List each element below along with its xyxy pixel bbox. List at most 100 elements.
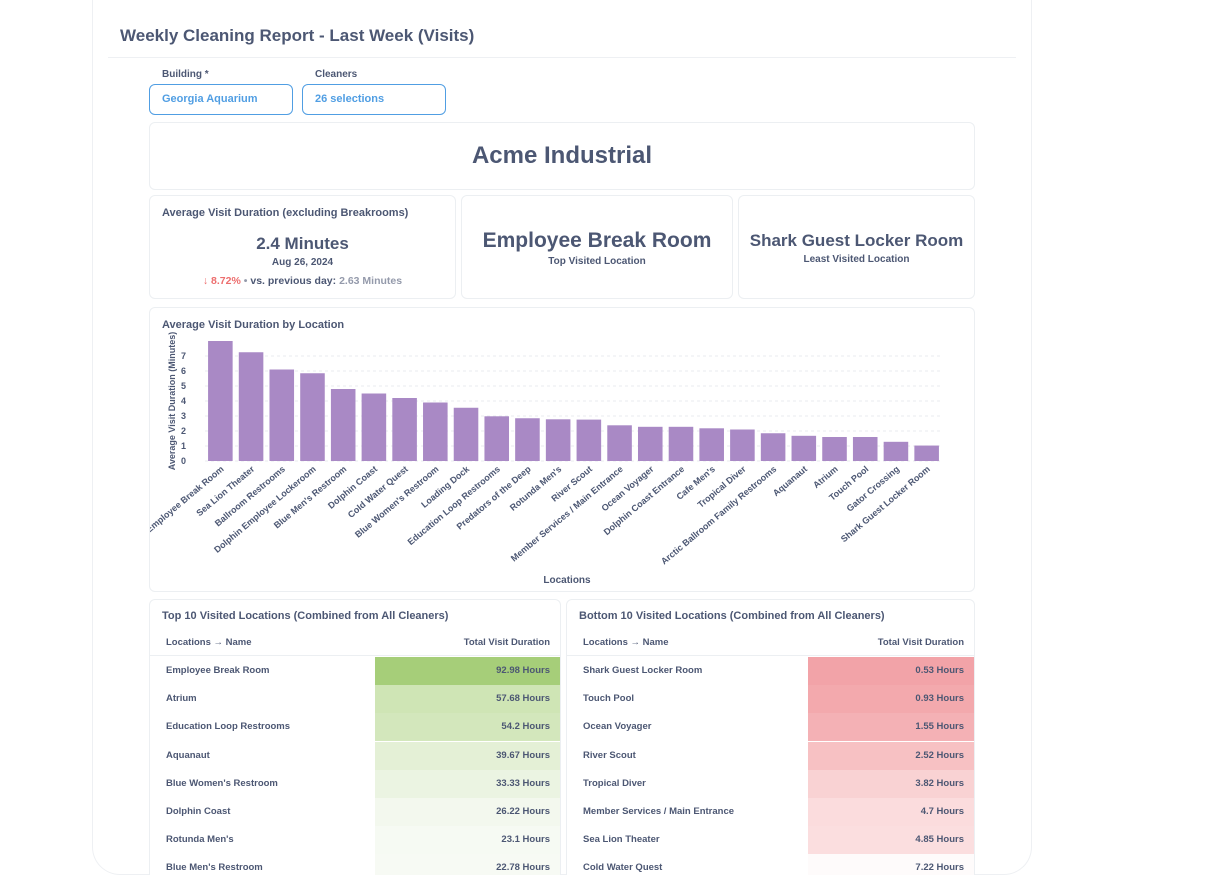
- table-row[interactable]: Employee Break Room 92.98 Hours: [150, 657, 560, 685]
- top10-card: Top 10 Visited Locations (Combined from …: [149, 599, 561, 875]
- visit-duration-cell: 4.7 Hours: [808, 798, 974, 826]
- least-location-card: Shark Guest Locker Room Least Visited Lo…: [738, 195, 975, 299]
- x-tick-label: Atrium: [811, 464, 840, 490]
- bar: [238, 352, 264, 461]
- visit-duration-cell: 1.55 Hours: [808, 713, 974, 742]
- avg-duration-comparison: ↓ 8.72% • vs. previous day: 2.63 Minutes: [150, 275, 455, 287]
- location-name-cell: Sea Lion Theater: [583, 834, 660, 846]
- table-row[interactable]: Aquanaut 39.67 Hours: [150, 741, 560, 770]
- chart-title: Average Visit Duration by Location: [162, 319, 345, 331]
- visit-duration-cell: 7.22 Hours: [808, 854, 974, 875]
- visit-duration-cell: 22.78 Hours: [375, 854, 560, 875]
- location-name-cell: Atrium: [166, 693, 197, 705]
- arrow-down-icon: ↓: [202, 275, 209, 287]
- compare-label: vs. previous day:: [250, 275, 337, 287]
- avg-duration-value: 2.4 Minutes: [256, 234, 349, 253]
- location-name-cell: Ocean Voyager: [583, 721, 652, 733]
- top10-title: Top 10 Visited Locations (Combined from …: [162, 610, 449, 622]
- bottom10-col-name[interactable]: Locations → Name: [583, 637, 669, 648]
- bar: [515, 418, 540, 461]
- avg-duration-date: Aug 26, 2024: [271, 257, 334, 268]
- visit-duration-cell: 2.52 Hours: [808, 741, 974, 770]
- y-tick-label: 3: [181, 411, 186, 421]
- location-name-cell: Cold Water Quest: [583, 862, 663, 874]
- table-row[interactable]: Blue Men's Restroom 22.78 Hours: [150, 854, 560, 875]
- location-name-cell: Education Loop Restrooms: [166, 721, 291, 733]
- bar: [668, 426, 694, 461]
- location-name-cell: Aquanaut: [166, 749, 210, 761]
- avg-duration-card: Average Visit Duration (excluding Breakr…: [149, 195, 456, 299]
- table-row[interactable]: Tropical Diver 3.82 Hours: [567, 769, 974, 798]
- location-name-cell: Employee Break Room: [166, 665, 270, 676]
- x-tick-label: Ocean Voyager: [599, 464, 655, 514]
- bar: [392, 398, 417, 461]
- y-axis-label: Average Visit Duration (Minutes): [167, 332, 177, 471]
- location-name-cell: River Scout: [583, 749, 636, 761]
- bar: [852, 437, 878, 461]
- bar: [576, 419, 602, 461]
- title-divider: [108, 57, 1016, 58]
- bar: [300, 373, 325, 461]
- bottom10-col-value[interactable]: Total Visit Duration: [877, 637, 964, 648]
- cleaners-filter-select[interactable]: 26 selections: [302, 84, 446, 115]
- visit-duration-cell: 0.93 Hours: [808, 685, 974, 714]
- top10-col-value[interactable]: Total Visit Duration: [463, 637, 550, 648]
- y-tick-label: 5: [181, 381, 186, 391]
- table-row[interactable]: Rotunda Men's 23.1 Hours: [150, 826, 560, 855]
- bottom10-header: Locations → Name Total Visit Duration: [583, 637, 964, 655]
- bar: [730, 429, 755, 461]
- bottom10-header-divider: [567, 655, 974, 656]
- bar: [545, 419, 571, 461]
- bottom10-card: Bottom 10 Visited Locations (Combined fr…: [566, 599, 975, 875]
- y-tick-label: 6: [181, 366, 186, 376]
- building-filter-select[interactable]: Georgia Aquarium: [149, 84, 293, 115]
- bar: [883, 441, 909, 461]
- visit-duration-cell: 92.98 Hours: [375, 657, 560, 685]
- location-name-cell: Blue Men's Restroom: [166, 862, 263, 874]
- x-tick-label: Member Services / Main Entrance: [509, 464, 625, 564]
- table-row[interactable]: Dolphin Coast 26.22 Hours: [150, 798, 560, 826]
- visit-duration-cell: 26.22 Hours: [375, 798, 560, 826]
- building-filter: Building * Georgia Aquarium: [149, 68, 293, 115]
- y-tick-label: 4: [181, 396, 186, 406]
- brand-name: Acme Industrial: [471, 142, 653, 169]
- table-row[interactable]: Cold Water Quest 7.22 Hours: [567, 854, 974, 875]
- visit-duration-cell: 23.1 Hours: [375, 826, 560, 855]
- bar: [699, 428, 724, 461]
- least-location-label: Least Visited Location: [803, 254, 910, 265]
- top-location-name: Employee Break Room: [482, 229, 712, 252]
- table-row[interactable]: River Scout 2.52 Hours: [567, 741, 974, 770]
- bar: [607, 425, 632, 461]
- cleaners-filter-label: Cleaners: [315, 69, 358, 80]
- top-location-label: Top Visited Location: [548, 256, 646, 267]
- top-location-card: Employee Break Room Top Visited Location: [461, 195, 733, 299]
- bar-chart: 0 1 2 3 4 5 6 7 Average Visit Duration (Minutes)…: [150, 332, 942, 586]
- bar: [760, 433, 786, 461]
- table-row[interactable]: Touch Pool 0.93 Hours: [567, 685, 974, 714]
- avg-duration-title: Average Visit Duration (excluding Breakr…: [162, 207, 409, 219]
- table-row[interactable]: Education Loop Restrooms 54.2 Hours: [150, 713, 560, 742]
- location-name-cell: Blue Women's Restroom: [166, 777, 278, 789]
- brand-card: Acme Industrial: [149, 122, 975, 190]
- table-row[interactable]: Sea Lion Theater 4.85 Hours: [567, 826, 974, 855]
- bottom10-title: Bottom 10 Visited Locations (Combined fr…: [579, 610, 885, 622]
- table-row[interactable]: Ocean Voyager 1.55 Hours: [567, 713, 974, 742]
- location-name-cell: Member Services / Main Entrance: [583, 806, 735, 817]
- top10-col-name[interactable]: Locations → Name: [166, 637, 252, 648]
- bar: [791, 435, 817, 461]
- location-name-cell: Shark Guest Locker Room: [583, 665, 703, 676]
- y-tick-label: 7: [181, 351, 186, 361]
- y-tick-label: 0: [181, 456, 186, 466]
- table-row[interactable]: Member Services / Main Entrance 4.7 Hours: [567, 798, 974, 826]
- table-row[interactable]: Blue Women's Restroom 33.33 Hours: [150, 769, 560, 798]
- table-row[interactable]: Atrium 57.68 Hours: [150, 685, 560, 714]
- table-row[interactable]: Shark Guest Locker Room 0.53 Hours: [567, 657, 974, 685]
- visit-duration-cell: 4.85 Hours: [808, 826, 974, 855]
- bar: [269, 369, 295, 461]
- x-axis-label: Locations: [543, 575, 591, 586]
- compare-value: 2.63 Minutes: [339, 275, 403, 287]
- bar: [361, 393, 387, 461]
- top10-header: Locations → Name Total Visit Duration: [166, 637, 550, 655]
- visit-duration-cell: 57.68 Hours: [375, 685, 560, 714]
- y-tick-label: 2: [181, 426, 186, 436]
